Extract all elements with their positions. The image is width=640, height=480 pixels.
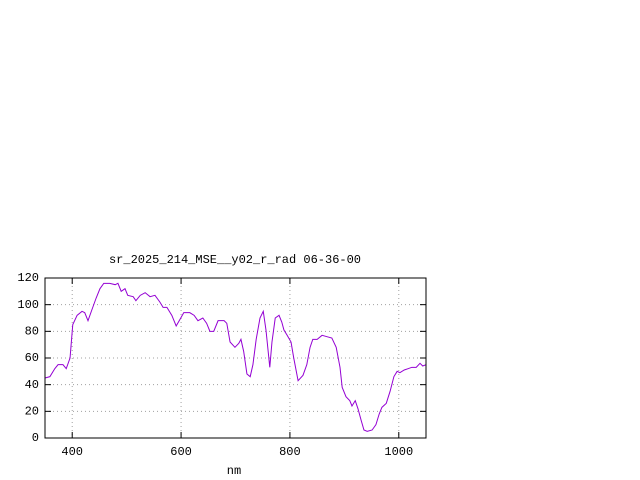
y-tick-label: 120 [17,271,39,285]
y-tick-label: 20 [25,405,39,419]
y-tick-label: 60 [25,351,39,365]
y-tick-label: 100 [17,298,39,312]
y-tick-label: 0 [32,431,39,445]
x-tick-label: 600 [170,445,192,459]
x-tick-label: 800 [279,445,301,459]
y-tick-label: 80 [25,325,39,339]
chart-title: sr_2025_214_MSE__y02_r_rad 06-36-00 [109,253,361,267]
x-tick-label: 400 [61,445,83,459]
x-axis-label: nm [227,464,241,478]
plot-border [44,277,427,439]
data-line [44,282,427,432]
x-tick-label: 1000 [384,445,413,459]
y-tick-label: 40 [25,378,39,392]
